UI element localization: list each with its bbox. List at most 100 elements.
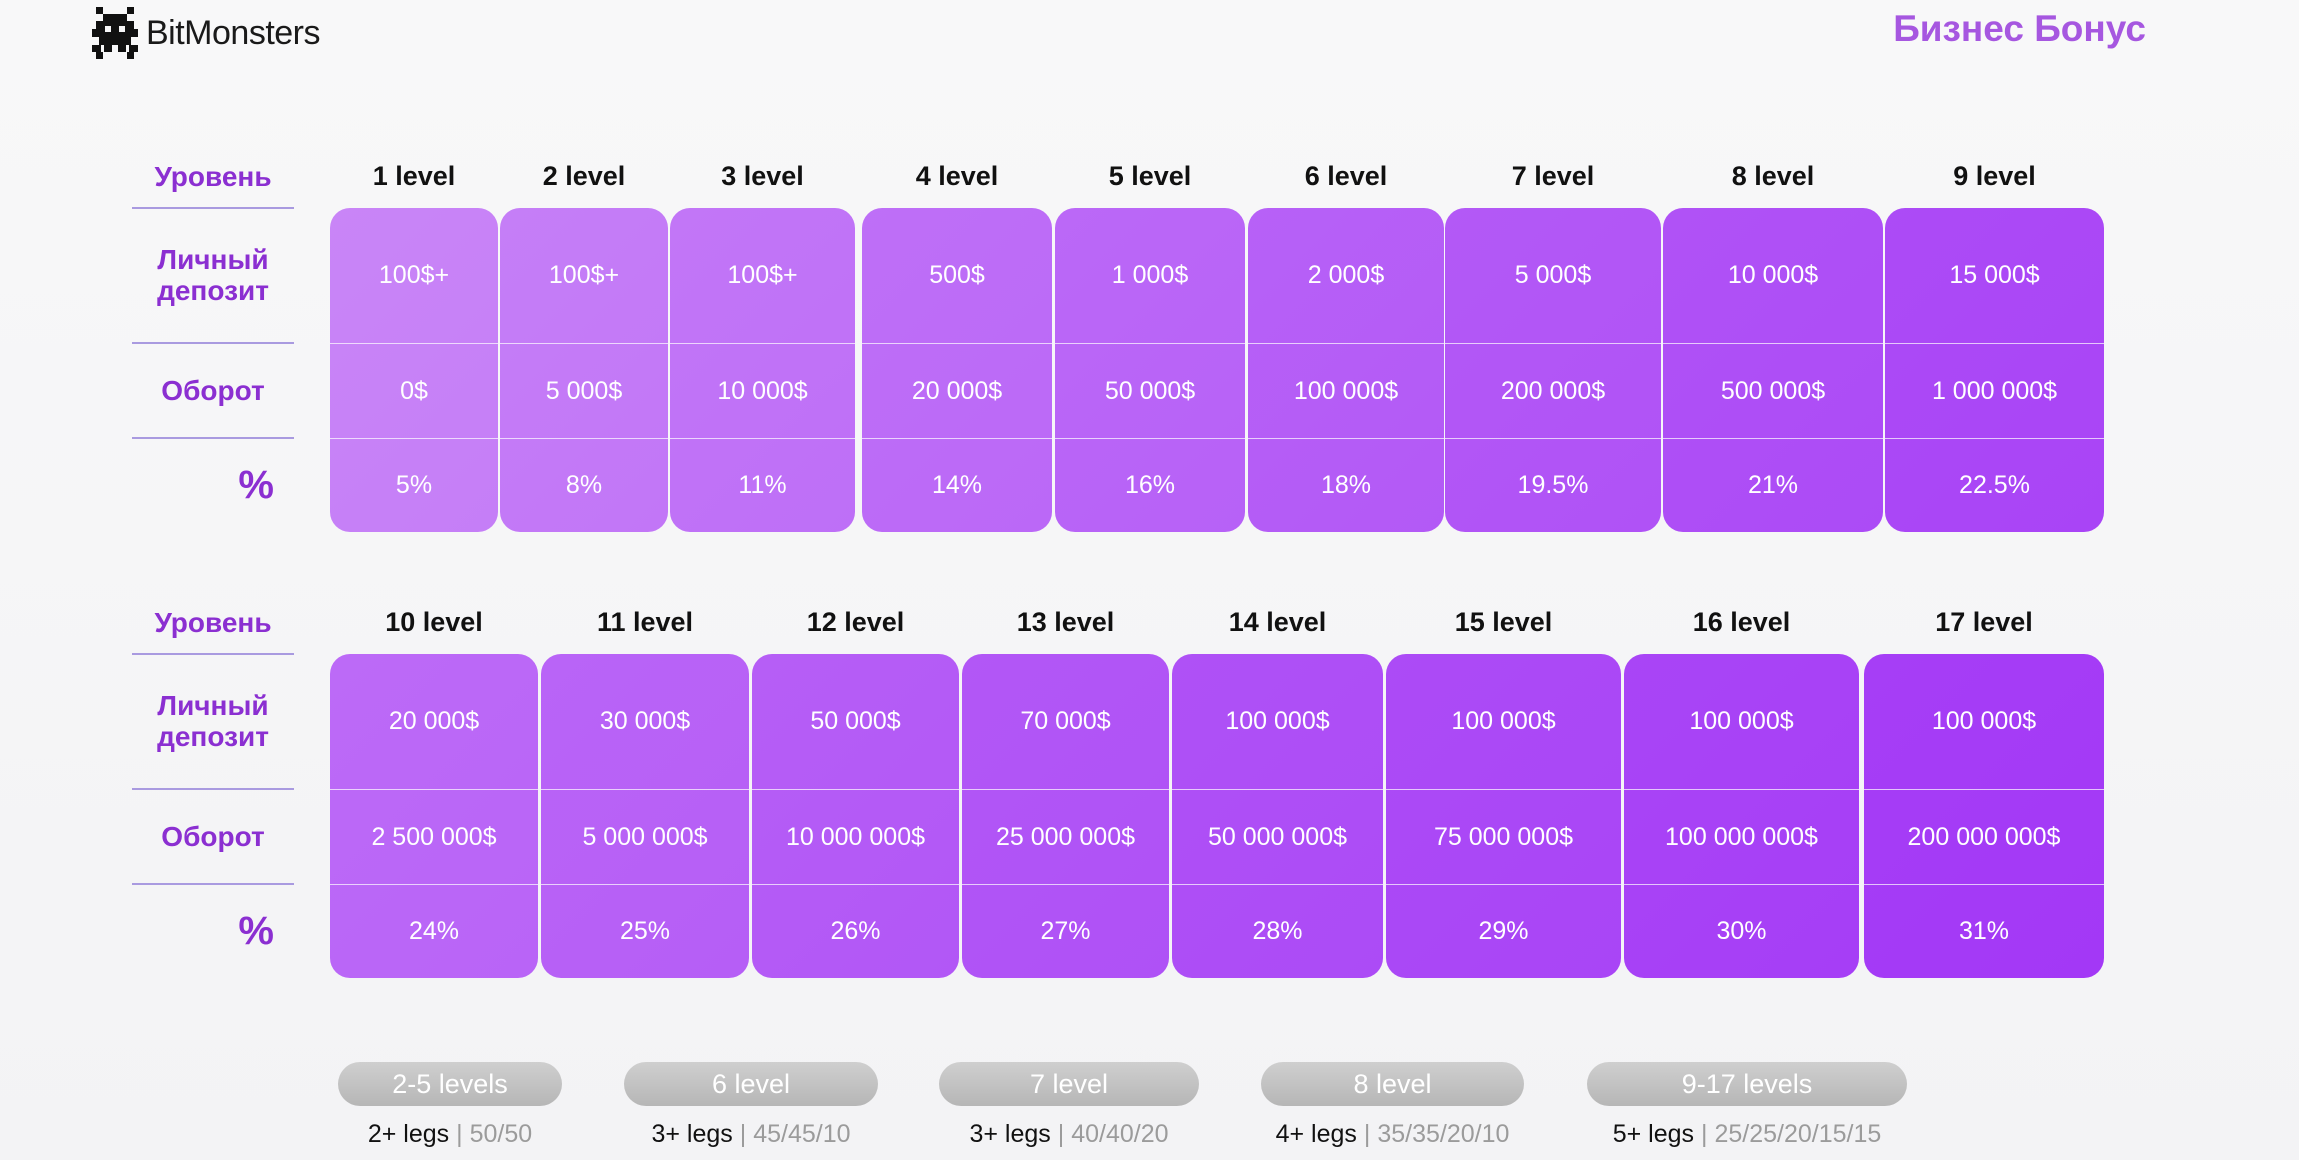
turnover-cell: 1 000 000$ — [1885, 343, 2104, 438]
level-header: 4 level — [915, 161, 999, 191]
percent-cell: 19.5% — [1445, 438, 1661, 532]
percent-cell: 22.5% — [1885, 438, 2104, 532]
level-range-pill: 9-17 levels — [1587, 1062, 1907, 1106]
level-header: 12 level — [806, 607, 905, 637]
percent-cell: 26% — [752, 884, 959, 978]
legs-split: 25/25/20/15/15 — [1714, 1120, 1882, 1148]
level-header: 11 level — [596, 607, 694, 637]
legs-separator: | — [1057, 1120, 1065, 1148]
level-card: 100$+ 10 000$ 11% — [670, 208, 855, 532]
brand-name: BitMonsters — [146, 13, 321, 52]
level-header: 16 level — [1692, 607, 1791, 637]
percent-cell: 8% — [500, 438, 668, 532]
deposit-cell: 15 000$ — [1949, 261, 2040, 289]
level-card: 100 000$ 50 000 000$ 28% — [1172, 654, 1383, 978]
percent-cell: 11% — [670, 438, 855, 532]
level-range-pill: 8 level — [1261, 1062, 1524, 1106]
level-card: 70 000$ 25 000 000$ 27% — [962, 654, 1169, 978]
turnover-cell: 75 000 000$ — [1386, 789, 1621, 884]
deposit-cell: 70 000$ — [1020, 707, 1111, 735]
level-header: 7 level — [1511, 161, 1595, 191]
turnover-cell: 25 000 000$ — [962, 789, 1169, 884]
level-card: 5 000$ 200 000$ 19.5% — [1445, 208, 1661, 532]
deposit-cell: 2 000$ — [1307, 261, 1385, 289]
deposit-cell: 5 000$ — [1514, 261, 1592, 289]
deposit-cell: 500$ — [929, 261, 985, 289]
level-header: 10 level — [385, 607, 483, 637]
level-header: 5 level — [1108, 161, 1192, 191]
legs-separator: | — [1363, 1120, 1371, 1148]
level-header: 8 level — [1731, 161, 1815, 191]
legs-info: 2+ legs | 50/50 — [338, 1120, 562, 1149]
legs-count: 2+ legs — [367, 1120, 450, 1148]
deposit-cell: 10 000$ — [1727, 261, 1819, 289]
page-title: Бизнес Бонус — [1893, 8, 2146, 49]
legs-info: 3+ legs | 45/45/10 — [624, 1120, 878, 1149]
level-card: 10 000$ 500 000$ 21% — [1663, 208, 1883, 532]
divider — [132, 207, 294, 209]
level-card: 100$+ 5 000$ 8% — [500, 208, 668, 532]
turnover-cell: 50 000 000$ — [1172, 789, 1383, 884]
level-header: 13 level — [1016, 607, 1115, 637]
level-card: 2 000$ 100 000$ 18% — [1248, 208, 1444, 532]
level-header: 15 level — [1454, 607, 1553, 637]
deposit-cell: 100$+ — [378, 261, 450, 289]
level-header: 17 level — [1935, 607, 2033, 637]
legs-separator: | — [739, 1120, 747, 1148]
deposit-cell: 100$+ — [727, 261, 798, 289]
turnover-cell: 0$ — [330, 343, 498, 438]
deposit-cell: 30 000$ — [599, 707, 691, 735]
percent-cell: 21% — [1663, 438, 1883, 532]
deposit-cell: 100 000$ — [1689, 707, 1794, 735]
percent-cell: 31% — [1864, 884, 2104, 978]
legs-count: 3+ legs — [651, 1120, 733, 1148]
level-card: 30 000$ 5 000 000$ 25% — [541, 654, 749, 978]
row-label-deposit-line2: депозит — [157, 275, 269, 306]
turnover-cell: 10 000 000$ — [752, 789, 959, 884]
level-header: 2 level — [542, 161, 626, 191]
level-card: 100 000$ 100 000 000$ 30% — [1624, 654, 1859, 978]
turnover-cell: 200 000$ — [1445, 343, 1661, 438]
level-card: 1 000$ 50 000$ 16% — [1055, 208, 1245, 532]
turnover-cell: 10 000$ — [670, 343, 855, 438]
legs-split: 50/50 — [469, 1120, 533, 1148]
percent-cell: 24% — [330, 884, 538, 978]
legs-requirements: 2-5 levels 2+ legs | 50/50 6 level 3+ legs … — [0, 1062, 2299, 1160]
legs-split: 45/45/10 — [753, 1120, 851, 1148]
turnover-cell: 100 000$ — [1248, 343, 1444, 438]
level-card: 20 000$ 2 500 000$ 24% — [330, 654, 538, 978]
percent-cell: 18% — [1248, 438, 1444, 532]
level-card: 500$ 20 000$ 14% — [862, 208, 1052, 532]
percent-cell: 5% — [330, 438, 498, 532]
level-card: 100$+ 0$ 5% — [330, 208, 498, 532]
percent-cell: 25% — [541, 884, 749, 978]
legs-info: 4+ legs | 35/35/20/10 — [1261, 1120, 1524, 1149]
row-label-turnover: Оборот — [161, 374, 265, 406]
turnover-cell: 5 000$ — [500, 343, 668, 438]
row-label-turnover: Оборот — [161, 820, 265, 852]
level-header: 1 level — [372, 161, 456, 191]
legs-count: 4+ legs — [1275, 1120, 1357, 1148]
divider — [132, 788, 294, 790]
monster-logo-icon — [92, 7, 138, 59]
turnover-cell: 50 000$ — [1055, 343, 1245, 438]
row-label-percent: % — [238, 462, 274, 507]
legs-split: 40/40/20 — [1071, 1120, 1169, 1148]
turnover-cell: 5 000 000$ — [541, 789, 749, 884]
level-header: 3 level — [721, 161, 804, 191]
deposit-cell: 1 000$ — [1111, 261, 1189, 289]
level-card: 15 000$ 1 000 000$ 22.5% — [1885, 208, 2104, 532]
turnover-cell: 20 000$ — [862, 343, 1052, 438]
percent-cell: 30% — [1624, 884, 1859, 978]
row-label-deposit-line2: депозит — [157, 721, 269, 752]
percent-cell: 29% — [1386, 884, 1621, 978]
legs-info: 3+ legs | 40/40/20 — [939, 1120, 1199, 1149]
turnover-cell: 500 000$ — [1663, 343, 1883, 438]
row-label-deposit-line1: Личный — [157, 244, 269, 275]
legs-count: 3+ legs — [969, 1120, 1051, 1148]
level-card: 100 000$ 75 000 000$ 29% — [1386, 654, 1621, 978]
deposit-cell: 100 000$ — [1931, 707, 2037, 735]
level-range-pill: 2-5 levels — [338, 1062, 562, 1106]
deposit-cell: 100$+ — [548, 261, 620, 289]
row-label-level: Уровень — [154, 606, 272, 638]
